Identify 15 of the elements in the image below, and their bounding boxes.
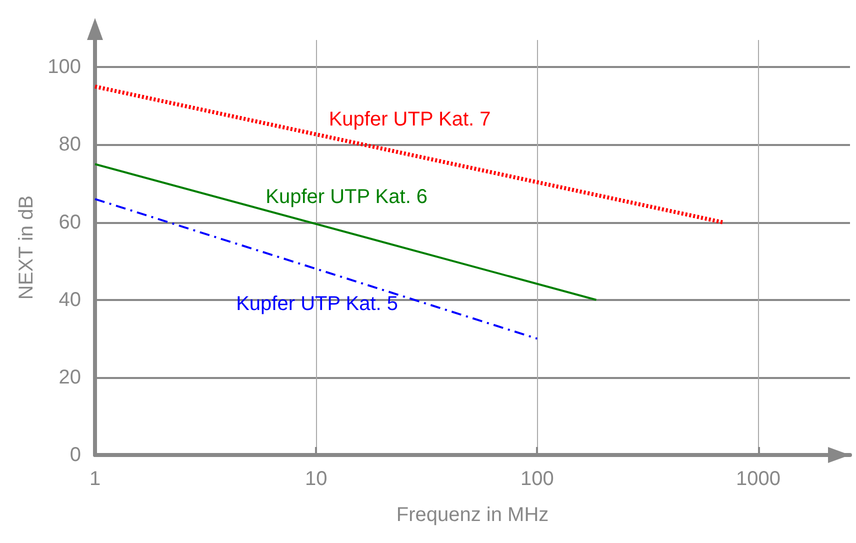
y-tick-label: 60 xyxy=(58,211,81,234)
series-label: Kupfer UTP Kat. 6 xyxy=(266,186,428,208)
y-tick-label: 20 xyxy=(58,366,81,388)
series-label: Kupfer UTP Kat. 7 xyxy=(328,108,491,130)
series-label: Kupfer UTP Kat. 5 xyxy=(236,292,398,315)
y-axis-title: NEXT in dB xyxy=(16,195,38,300)
x-tick-label: 100 xyxy=(520,468,554,490)
y-tick-label: 80 xyxy=(58,134,81,156)
x-tick-label: 1000 xyxy=(736,468,781,490)
x-tick-label: 1 xyxy=(89,468,101,490)
x-tick-label: 10 xyxy=(304,468,328,490)
y-tick-label: 100 xyxy=(48,56,81,78)
y-tick-label: 0 xyxy=(70,444,81,466)
y-tick-label: 40 xyxy=(58,288,81,311)
x-axis-title: Frequenz in MHz xyxy=(396,504,549,526)
